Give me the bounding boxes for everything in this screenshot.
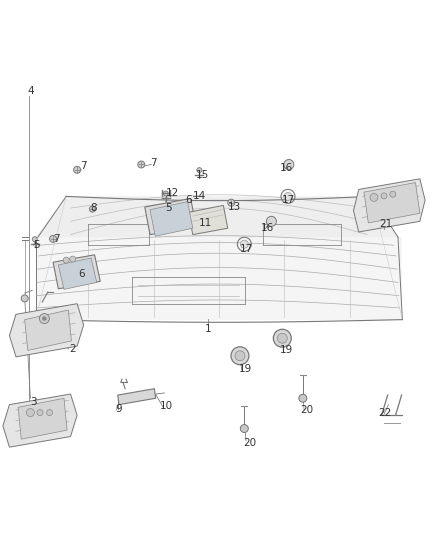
Circle shape (37, 410, 43, 416)
Polygon shape (150, 201, 193, 236)
Circle shape (266, 216, 276, 227)
Circle shape (235, 351, 245, 361)
Text: 9: 9 (115, 404, 122, 414)
Polygon shape (118, 389, 155, 405)
Circle shape (32, 237, 37, 241)
Text: 14: 14 (193, 191, 206, 201)
Polygon shape (58, 258, 97, 289)
Circle shape (39, 313, 49, 324)
Text: 16: 16 (261, 223, 274, 233)
Polygon shape (53, 255, 100, 289)
Text: 6: 6 (78, 270, 85, 279)
Text: 13: 13 (228, 202, 241, 212)
Text: 17: 17 (282, 195, 296, 205)
Text: 19: 19 (280, 345, 293, 356)
Polygon shape (3, 394, 77, 447)
Polygon shape (10, 304, 84, 357)
Text: 10: 10 (160, 401, 173, 411)
Circle shape (89, 206, 95, 212)
Text: 2: 2 (69, 344, 76, 354)
Polygon shape (25, 310, 71, 350)
Circle shape (63, 257, 69, 263)
Text: 7: 7 (80, 160, 87, 171)
Text: 12: 12 (166, 188, 179, 198)
Text: 11: 11 (198, 218, 212, 228)
Circle shape (299, 394, 307, 402)
Polygon shape (353, 179, 425, 232)
Text: 5: 5 (33, 240, 40, 251)
Text: 20: 20 (243, 438, 256, 448)
Circle shape (284, 159, 294, 169)
Text: 6: 6 (185, 195, 192, 205)
Circle shape (240, 425, 248, 433)
Circle shape (49, 236, 57, 243)
Text: 17: 17 (240, 245, 253, 254)
Text: 15: 15 (196, 170, 209, 180)
Text: 4: 4 (27, 86, 34, 96)
Polygon shape (364, 183, 420, 223)
Text: 5: 5 (166, 203, 172, 213)
Circle shape (70, 256, 76, 262)
Polygon shape (35, 196, 398, 237)
Text: 16: 16 (280, 163, 293, 173)
Text: 8: 8 (90, 203, 96, 213)
Circle shape (21, 295, 28, 302)
Circle shape (284, 192, 292, 200)
Circle shape (390, 191, 396, 197)
Circle shape (74, 166, 81, 173)
Circle shape (240, 240, 248, 248)
Circle shape (46, 410, 53, 416)
Text: 22: 22 (378, 408, 392, 418)
Circle shape (381, 193, 387, 199)
Text: 19: 19 (239, 364, 252, 374)
Circle shape (138, 161, 145, 168)
Text: 20: 20 (300, 405, 313, 415)
Text: 21: 21 (379, 219, 392, 229)
Text: 3: 3 (30, 397, 37, 407)
Circle shape (197, 168, 202, 173)
Polygon shape (188, 205, 228, 235)
Circle shape (163, 191, 168, 196)
Circle shape (370, 193, 378, 201)
Text: 7: 7 (53, 234, 60, 244)
Polygon shape (35, 237, 403, 320)
Circle shape (42, 317, 46, 320)
Circle shape (228, 199, 235, 206)
Text: 1: 1 (205, 324, 212, 334)
Circle shape (273, 329, 291, 347)
Polygon shape (18, 398, 67, 439)
Circle shape (277, 333, 287, 343)
Polygon shape (145, 198, 196, 235)
Circle shape (231, 347, 249, 365)
Text: 7: 7 (150, 158, 157, 168)
Circle shape (26, 409, 34, 417)
